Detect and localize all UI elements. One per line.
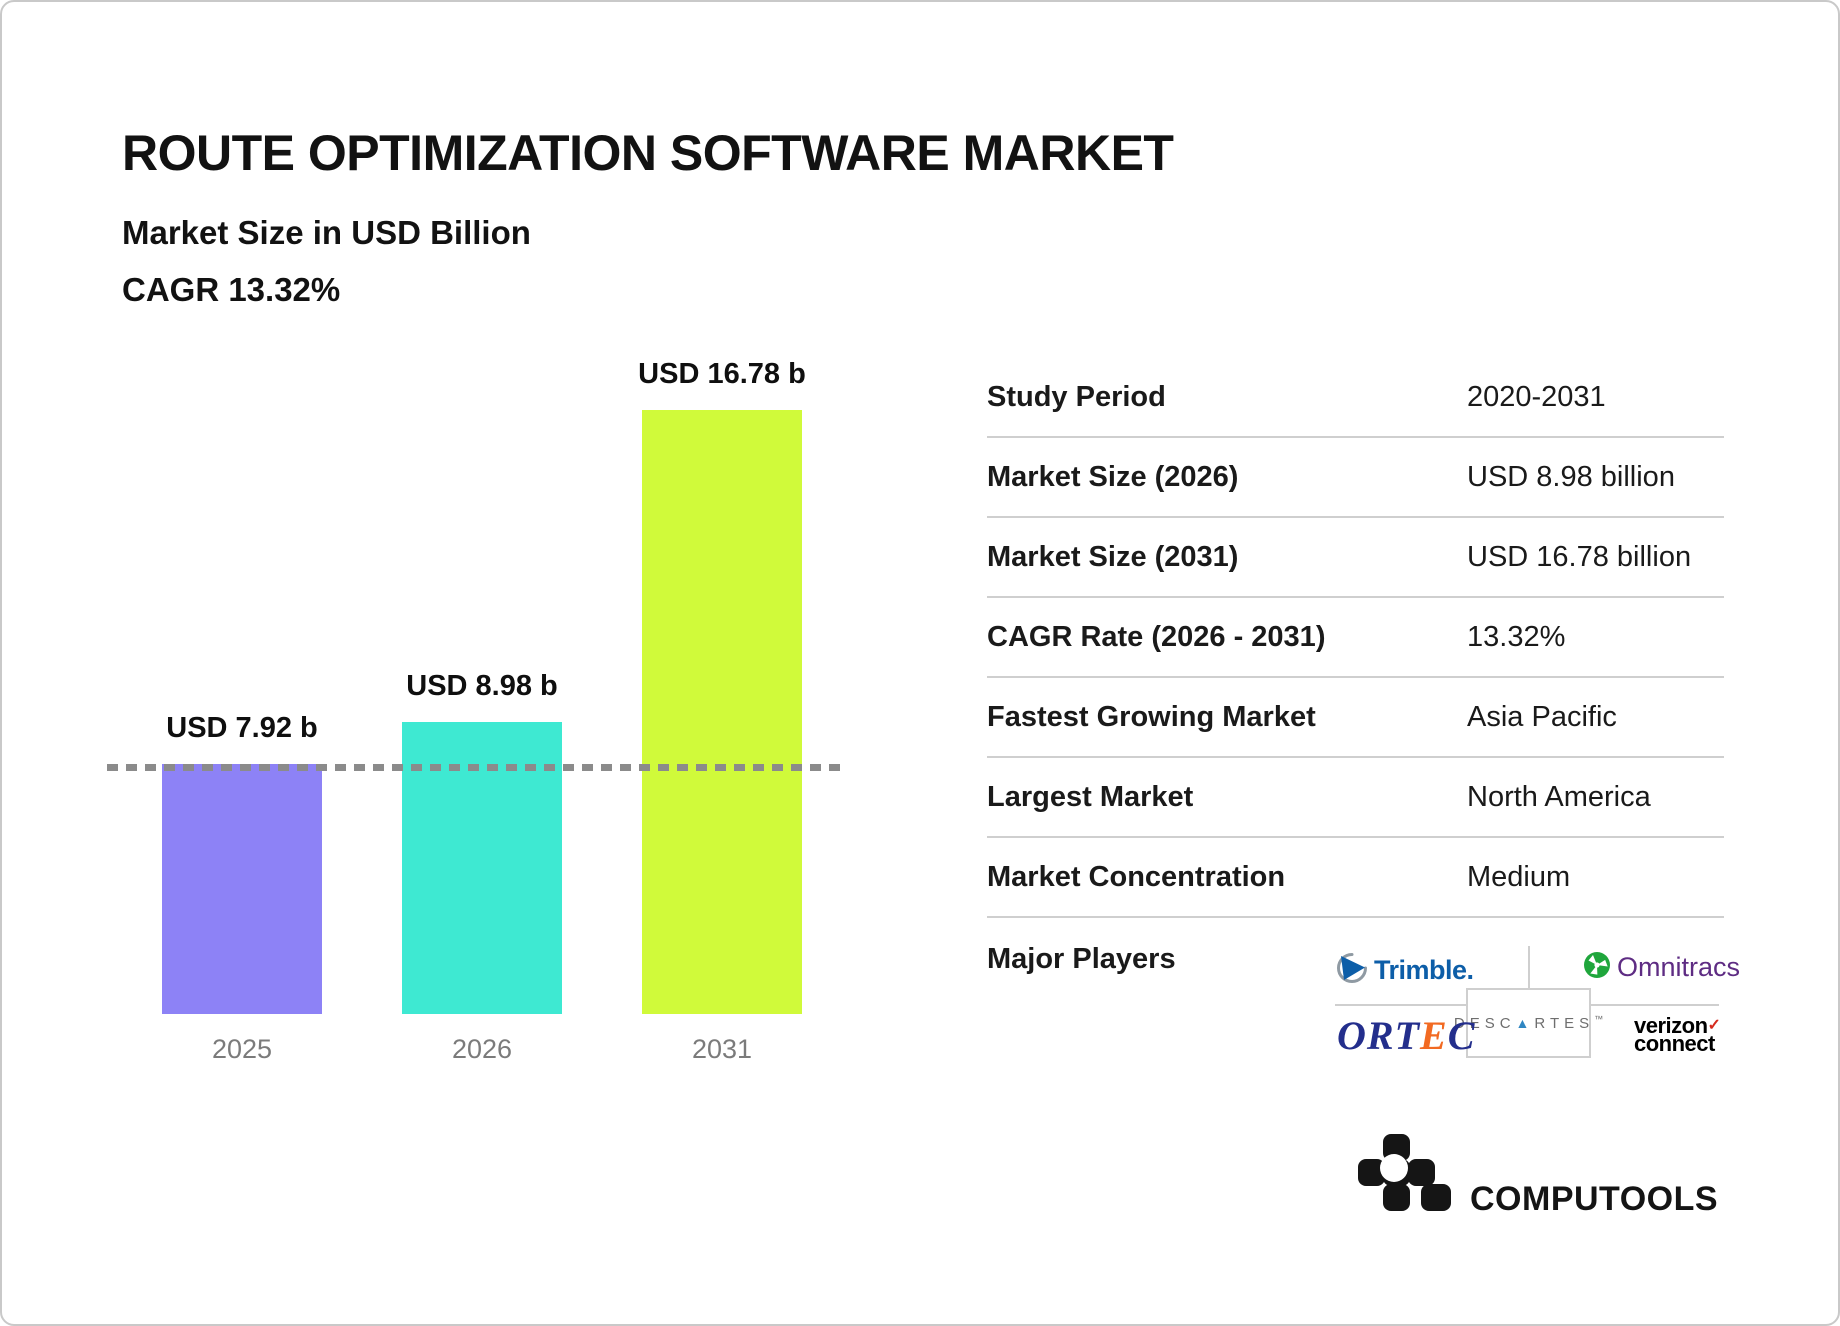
table-row-major-players: Major Players Trimble.: [987, 918, 1740, 1118]
table-row: CAGR Rate (2026 - 2031) 13.32%: [987, 598, 1724, 676]
bar-value-label: USD 7.92 b: [166, 712, 318, 744]
descartes-wordmark: DESC▲RTES™: [1453, 1014, 1604, 1032]
reference-dashed-line: [107, 764, 845, 771]
trimble-logo: Trimble.: [1335, 952, 1474, 988]
row-divider: [987, 836, 1724, 838]
omnitracs-wordmark: Omnitracs: [1617, 952, 1741, 982]
table-row: Market Size (2031) USD 16.78 billion: [987, 518, 1724, 596]
row-divider: [987, 436, 1724, 438]
row-value: USD 16.78 billion: [1467, 540, 1692, 573]
cagr-subtitle: CAGR 13.32%: [122, 271, 341, 308]
verizon-connect-logo: verizon✓ connect: [1634, 1015, 1721, 1056]
row-label: Market Size (2026): [987, 460, 1239, 493]
table-row: Market Concentration Medium: [987, 838, 1724, 916]
bar-value-label: USD 8.98 b: [406, 670, 558, 702]
table-row: Fastest Growing Market Asia Pacific: [987, 678, 1724, 756]
logo-divider-horizontal: [1591, 1004, 1719, 1006]
trimble-wordmark: Trimble.: [1374, 954, 1474, 985]
row-value: Asia Pacific: [1467, 700, 1617, 733]
logo-divider-horizontal: [1335, 1004, 1466, 1006]
row-label: Major Players: [987, 943, 1176, 975]
row-divider: [987, 596, 1724, 598]
chart-bar: [162, 764, 322, 1014]
descartes-logo-box: DESC▲RTES™: [1454, 988, 1603, 1058]
row-value: 2020-2031: [1467, 380, 1606, 413]
row-divider: [987, 676, 1724, 678]
row-value: 13.32%: [1467, 620, 1566, 653]
page-title: ROUTE OPTIMIZATION SOFTWARE MARKET: [122, 125, 1174, 181]
computools-wordmark: COMPUTOOLS: [1470, 1180, 1719, 1218]
row-divider: [987, 516, 1724, 518]
bar-value-label: USD 16.78 b: [638, 358, 806, 390]
subtitle-block: Market Size in USD Billion CAGR 13.32%: [122, 204, 531, 318]
bar-year-label: 2025: [211, 1034, 273, 1064]
row-label: Market Size (2031): [987, 540, 1239, 573]
row-divider: [987, 756, 1724, 758]
summary-table: Study Period 2020-2031 Market Size (2026…: [987, 358, 1740, 1118]
row-label: CAGR Rate (2026 - 2031): [987, 620, 1326, 653]
ortec-logo: ORTEC: [1337, 1013, 1476, 1058]
row-value: Medium: [1467, 860, 1571, 893]
table-row: Study Period 2020-2031: [987, 358, 1724, 436]
chart-bar: [642, 410, 802, 1014]
verizon-check-icon: ✓: [1707, 1017, 1721, 1034]
omnitracs-logo: Omnitracs: [1583, 951, 1740, 984]
logo-divider-vertical: [1528, 946, 1530, 990]
row-label: Study Period: [987, 380, 1166, 413]
bar-year-label: 2026: [451, 1034, 513, 1064]
ortec-accent-letter: E: [1420, 1013, 1448, 1058]
row-label: Largest Market: [987, 780, 1194, 813]
descartes-triangle-icon: ▲: [1515, 1015, 1535, 1031]
table-row: Market Size (2026) USD 8.98 billion: [987, 438, 1724, 516]
omnitracs-icon: [1583, 951, 1611, 984]
chart-subtitle: Market Size in USD Billion: [122, 214, 531, 251]
row-label: Market Concentration: [987, 860, 1286, 893]
verizon-line1: verizon: [1634, 1013, 1708, 1038]
trimble-icon: [1335, 952, 1369, 988]
row-label: Fastest Growing Market: [987, 700, 1316, 733]
descartes-tm-mark: ™: [1594, 1014, 1604, 1024]
row-value: North America: [1467, 780, 1651, 813]
bar-year-label: 2031: [691, 1034, 753, 1064]
table-row: Largest Market North America: [987, 758, 1724, 836]
verizon-line2: connect: [1634, 1031, 1715, 1056]
computools-logo-icon: [1358, 1134, 1454, 1219]
row-value: USD 8.98 billion: [1467, 460, 1675, 493]
row-divider: [987, 916, 1724, 918]
